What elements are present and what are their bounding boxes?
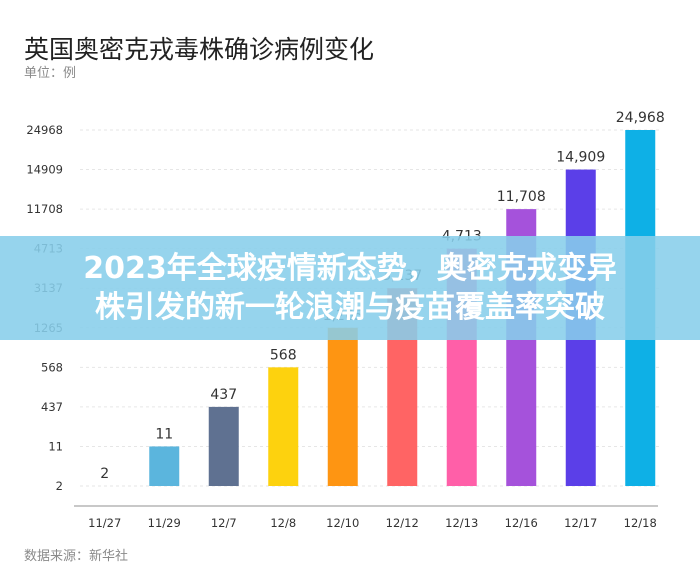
y-tick-label: 568: [41, 360, 63, 374]
x-tick-label: 11/27: [88, 516, 121, 530]
x-tick-label: 12/10: [326, 516, 359, 530]
x-tick-label: 12/18: [624, 516, 657, 530]
headline-line-1: 2023年全球疫情新态势，奥密克戎变异: [83, 251, 617, 286]
x-tick-label: 12/7: [211, 516, 237, 530]
bar: [327, 327, 358, 486]
data-label: 437: [210, 387, 237, 403]
y-tick-label: 11708: [26, 202, 63, 216]
data-label: 568: [270, 347, 297, 363]
y-tick-label: 14909: [26, 163, 63, 177]
y-tick-label: 24968: [26, 123, 63, 137]
x-tick-label: 12/13: [445, 516, 478, 530]
data-label: 11,708: [497, 189, 546, 205]
unit-label: 单位：例: [24, 66, 77, 81]
data-label: 11: [155, 426, 173, 442]
x-tick-label: 12/12: [386, 516, 419, 530]
y-tick-label: 2: [56, 479, 63, 493]
source-label: 数据来源：新华社: [24, 549, 129, 564]
y-tick-label: 437: [41, 400, 63, 414]
x-tick-label: 12/8: [270, 516, 296, 530]
chart-title: 英国奥密克戎毒株确诊病例变化: [24, 35, 375, 64]
x-tick-label: 12/17: [564, 516, 597, 530]
bar: [268, 367, 299, 486]
bar: [149, 446, 180, 486]
data-label: 2: [100, 466, 109, 482]
y-tick-label: 11: [48, 439, 63, 453]
x-tick-label: 11/29: [148, 516, 181, 530]
bar: [208, 406, 239, 486]
data-label: 24,968: [616, 110, 665, 126]
x-tick-label: 12/16: [505, 516, 538, 530]
headline-banner: 2023年全球疫情新态势，奥密克戎变异 株引发的新一轮浪潮与疫苗覆盖率突破: [0, 236, 700, 340]
data-label: 14,909: [556, 150, 605, 166]
headline-line-2: 株引发的新一轮浪潮与疫苗覆盖率突破: [95, 290, 605, 325]
x-axis-ticks: 11/27 11/29 12/7 12/8 12/10 12/12 12/13 12/16 12…: [88, 516, 657, 530]
